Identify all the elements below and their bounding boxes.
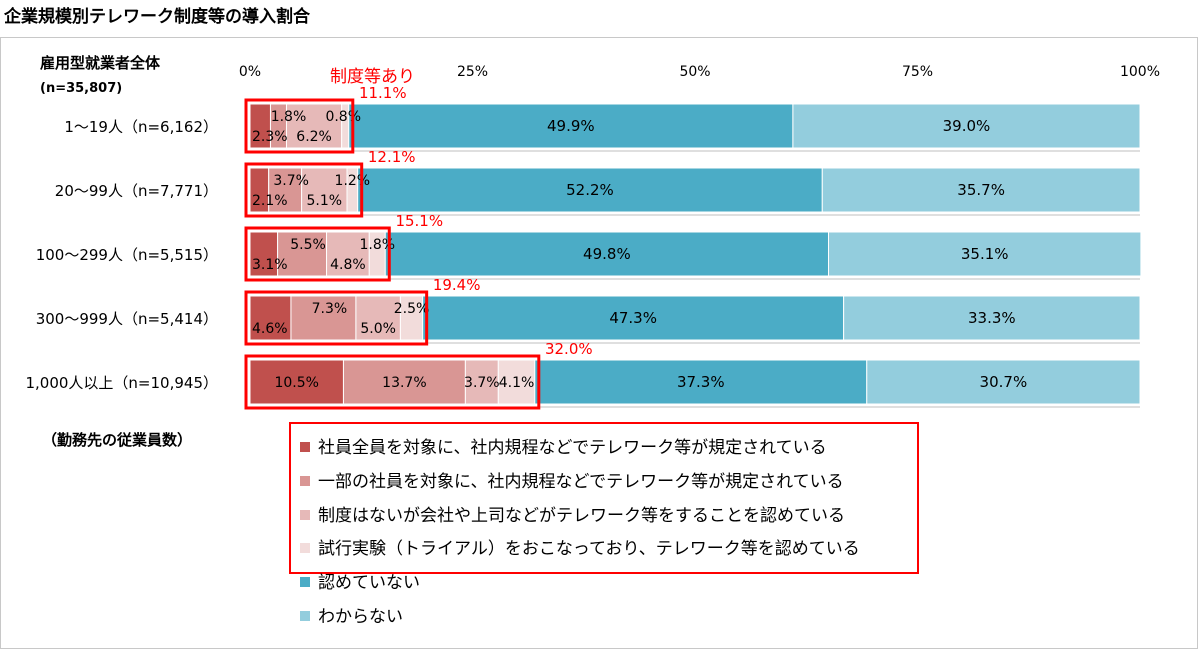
highlight-total: 15.1% [395,212,443,230]
legend-label: 試行実験（トライアル）をおこなっており、テレワーク等を認めている [318,539,860,559]
legend-swatch [300,510,310,520]
data-label: 7.3% [312,301,348,317]
category-label: 1,000人以上（n=10,945） [25,374,218,392]
x-tick-label: 25% [457,64,488,80]
bar-group: 1〜19人（n=6,162） 2.3% 1.8% 6.2% 0.8% 49.9% 39.0%… [64,84,1141,154]
legend-label: 社員全員を対象に、社内規程などでテレワーク等が規定されている [318,438,827,458]
bar-segment [534,359,868,405]
highlight-box [244,162,364,218]
legend-swatch [300,476,310,486]
bar-segment [355,295,401,341]
data-label: 35.7% [957,181,1005,199]
data-label: 5.5% [290,237,326,253]
data-label: 5.0% [360,321,396,337]
category-label: 1〜19人（n=6,162） [64,118,218,136]
data-label: 3.7% [273,173,309,189]
data-label: 4.6% [252,321,288,337]
bar-group: 300〜999人（n=5,414） 4.6% 7.3% 5.0% 2.5% 47.3% 33… [36,276,1141,346]
legend-highlight-box [289,422,919,574]
data-label: 49.8% [583,245,631,263]
highlight-box [244,354,541,410]
x-tick-label: 0% [239,64,261,80]
data-label: 5.1% [307,193,343,209]
highlight-label: 制度等あり [330,67,415,87]
bar-segment [249,295,292,341]
bar-segment [301,167,348,213]
bar-segment [821,167,1141,213]
data-label: 37.3% [677,373,725,391]
bar-segment [277,231,328,277]
data-label: 30.7% [980,373,1028,391]
overall-label: 雇用型就業者全体 [40,54,161,72]
bar-group: 100〜299人（n=5,515） 3.1%5.5%4.8% 1.8% 49.8% 35… [36,212,1142,282]
bar-segment [249,231,279,277]
x-tick-label: 75% [902,64,933,80]
data-label: 2.3% [252,129,288,145]
bar-segment [843,295,1141,341]
data-label: 33.3% [968,309,1016,327]
data-label: 1.2% [335,173,371,189]
bar-segment [384,231,829,277]
data-label: 13.7% [382,375,426,391]
legend-swatch [300,543,310,553]
highlight-total: 11.1% [359,84,407,102]
highlight-total: 19.4% [433,276,481,294]
category-label: 100〜299人（n=5,515） [36,246,218,264]
page-title: 企業規模別テレワーク制度等の導入割合 [4,7,310,27]
data-label: 52.2% [566,181,614,199]
data-label: 1.8% [271,109,307,125]
chart-frame [0,37,1198,649]
bar-segment [285,103,343,149]
x-tick-label: 50% [679,64,710,80]
highlight-total: 12.1% [368,148,416,166]
bar-group: 20〜99人（n=7,771） 2.1% 3.7% 5.1% 1.2% 52.2% 35.7… [55,148,1141,218]
data-label: 3.1% [252,257,288,273]
legend-swatch [300,577,310,587]
data-label: 39.0% [943,117,991,135]
highlight-box [244,98,355,154]
highlight-total: 32.0% [545,340,593,358]
bar-segment [342,359,466,405]
category-label: 300〜999人（n=5,414） [36,310,218,328]
legend-label: 認めていない [318,573,420,593]
data-label: 1.8% [359,237,395,253]
overall-n: (n=35,807) [40,81,122,96]
data-label: 3.7% [464,375,500,391]
data-label: 2.5% [394,301,430,317]
bar-segment [497,359,536,405]
data-label: 4.1% [499,375,535,391]
data-label: 35.1% [961,245,1009,263]
data-label: 4.8% [330,257,366,273]
legend-label: わからない [318,607,403,627]
legend-swatch [300,611,310,621]
bar-segment [326,231,370,277]
legend-swatch [300,442,310,452]
bar-segment [268,167,303,213]
data-label: 49.9% [547,117,595,135]
data-label: 10.5% [274,375,318,391]
data-label: 6.2% [296,129,332,145]
legend: 社員全員を対象に、社内規程などでテレワーク等が規定されている一部の社員を対象に、… [289,422,919,627]
bar-segment [357,167,823,213]
highlight-box [244,290,429,346]
legend-label: 一部の社員を対象に、社内規程などでテレワーク等が規定されている [318,472,844,492]
data-label: 0.8% [325,109,361,125]
data-label: 2.1% [252,193,288,209]
bar-segment [464,359,499,405]
bar-group: 1,000人以上（n=10,945） 10.5% 13.7% 3.7% 4.1% 37.3… [25,340,1141,410]
highlight-box [244,226,391,282]
axis-note: （勤務先の従業員数） [42,431,192,449]
legend-label: 制度はないが会社や上司などがテレワーク等をすることを認めている [318,506,845,526]
bar-segment [422,295,845,341]
bar-segment [792,103,1141,149]
category-label: 20〜99人（n=7,771） [55,182,218,200]
bar-segment [290,295,357,341]
bar-segment [828,231,1142,277]
bar-segment [348,103,794,149]
x-tick-label: 100% [1120,64,1160,80]
bar-segment [866,359,1141,405]
data-label: 47.3% [609,309,657,327]
bar-segment [249,359,344,405]
